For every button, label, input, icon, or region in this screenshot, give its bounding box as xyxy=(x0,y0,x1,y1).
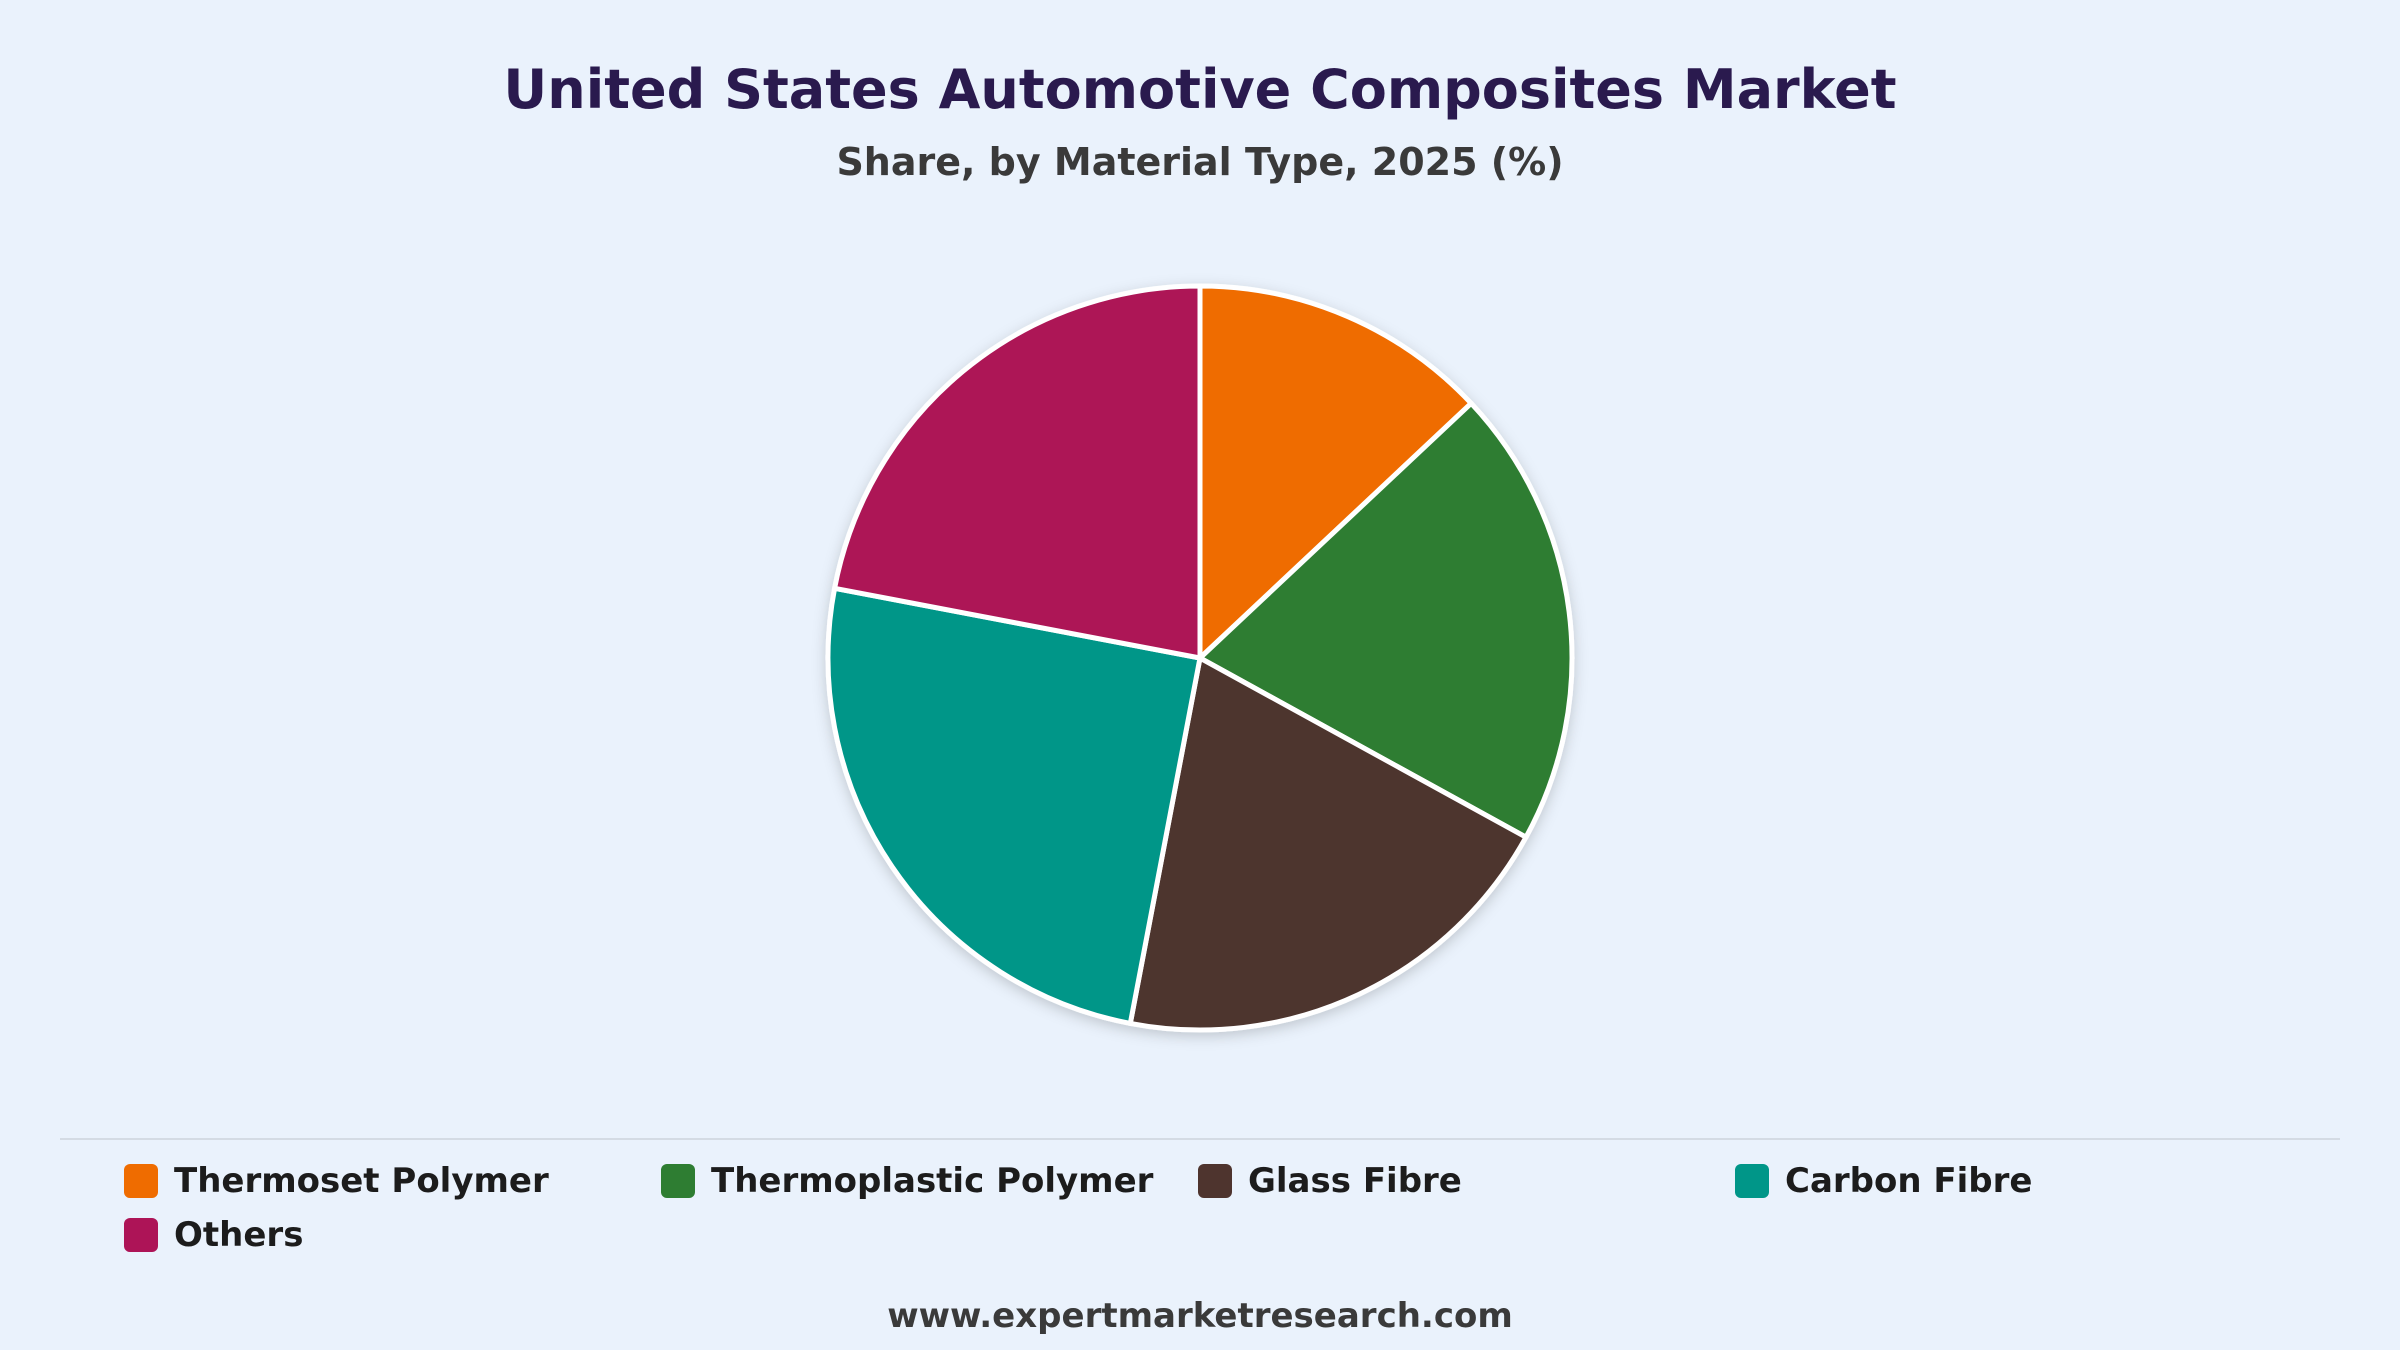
chart-subtitle: Share, by Material Type, 2025 (%) xyxy=(836,140,1564,184)
pie-slice-carbon-fibre[interactable] xyxy=(825,585,1203,1026)
legend-swatch xyxy=(124,1218,158,1252)
pie-slices xyxy=(825,283,1575,1033)
legend-item-others[interactable]: Others xyxy=(124,1208,661,1262)
legend-swatch xyxy=(661,1164,695,1198)
pie-slice-thermoplastic-polymer[interactable] xyxy=(1197,400,1575,840)
legend-item-thermoset-polymer[interactable]: Thermoset Polymer xyxy=(124,1154,661,1208)
legend-label: Thermoset Polymer xyxy=(174,1161,549,1201)
legend: Thermoset Polymer Thermoplastic Polymer … xyxy=(124,1154,2324,1262)
legend-swatch xyxy=(1735,1164,1769,1198)
legend-item-glass-fibre[interactable]: Glass Fibre xyxy=(1198,1154,1735,1208)
legend-label: Others xyxy=(174,1215,304,1255)
legend-swatch xyxy=(1198,1164,1232,1198)
legend-item-thermoplastic-polymer[interactable]: Thermoplastic Polymer xyxy=(661,1154,1198,1208)
source-url: www.expertmarketresearch.com xyxy=(887,1296,1513,1336)
pie-slice-thermoset-polymer[interactable] xyxy=(1197,283,1474,661)
pie-slice-others[interactable] xyxy=(832,283,1203,661)
legend-swatch xyxy=(124,1164,158,1198)
legend-label: Thermoplastic Polymer xyxy=(711,1161,1154,1201)
legend-divider xyxy=(60,1138,2340,1140)
chart-title: United States Automotive Composites Mark… xyxy=(503,58,1897,121)
legend-label: Carbon Fibre xyxy=(1785,1161,2033,1201)
legend-label: Glass Fibre xyxy=(1248,1161,1462,1201)
pie-slice-glass-fibre[interactable] xyxy=(1127,655,1529,1033)
legend-item-carbon-fibre[interactable]: Carbon Fibre xyxy=(1735,1154,2272,1208)
